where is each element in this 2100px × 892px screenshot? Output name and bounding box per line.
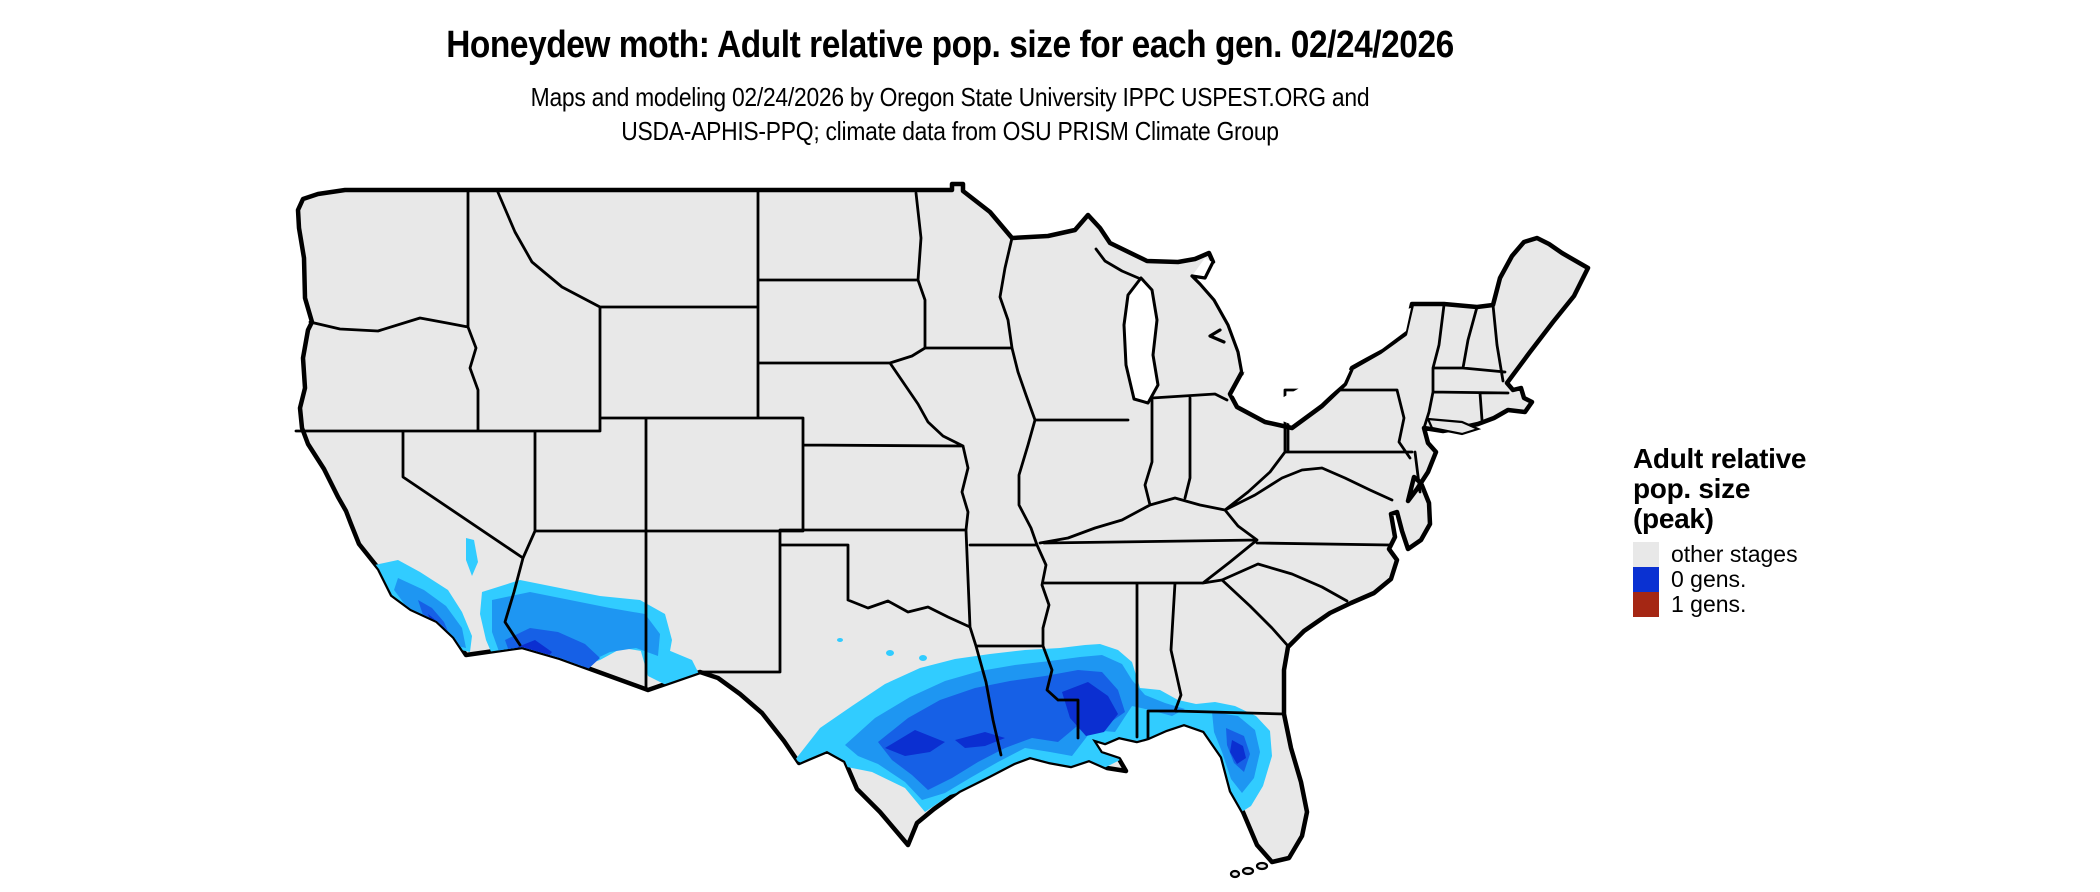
florida-key xyxy=(1255,861,1269,871)
long-island xyxy=(1426,417,1482,436)
legend-title-line2: pop. size xyxy=(1633,473,1751,504)
legend-label: other stages xyxy=(1671,541,1798,567)
legend-label: 1 gens. xyxy=(1671,591,1747,617)
lake-erie xyxy=(1232,364,1350,424)
florida-key xyxy=(1241,866,1255,876)
legend-item-0-gens: 0 gens. xyxy=(1633,567,1893,592)
legend-title-line3: (peak) xyxy=(1633,503,1714,534)
legend-title-line1: Adult relative xyxy=(1633,443,1807,474)
florida-key xyxy=(1229,869,1241,879)
lake-ontario xyxy=(1344,308,1411,364)
legend-item-1-gens: 1 gens. xyxy=(1633,592,1893,617)
great-lakes xyxy=(1122,258,1411,424)
legend-title: Adult relative pop. size (peak) xyxy=(1633,444,1893,534)
state-borders xyxy=(294,188,1510,757)
page-title: Honeydew moth: Adult relative pop. size … xyxy=(446,24,1454,66)
legend-swatch-other-stages xyxy=(1633,542,1659,567)
map-subtitle-line2: USDA-APHIS-PPQ; climate data from OSU PR… xyxy=(621,116,1279,146)
map-legend: Adult relative pop. size (peak) other st… xyxy=(1633,444,1893,617)
lake-shorelines xyxy=(1190,260,1244,376)
legend-swatch-1-gens xyxy=(1633,592,1659,617)
legend-label: 0 gens. xyxy=(1671,566,1747,592)
legend-swatch-0-gens xyxy=(1633,567,1659,592)
lake-michigan xyxy=(1122,276,1160,405)
coastal-islands xyxy=(1229,417,1482,879)
map-subtitle-line1: Maps and modeling 02/24/2026 by Oregon S… xyxy=(530,82,1370,112)
lake-huron xyxy=(1192,258,1258,374)
legend-items: other stages 0 gens. 1 gens. xyxy=(1633,542,1893,617)
legend-item-other-stages: other stages xyxy=(1633,542,1893,567)
